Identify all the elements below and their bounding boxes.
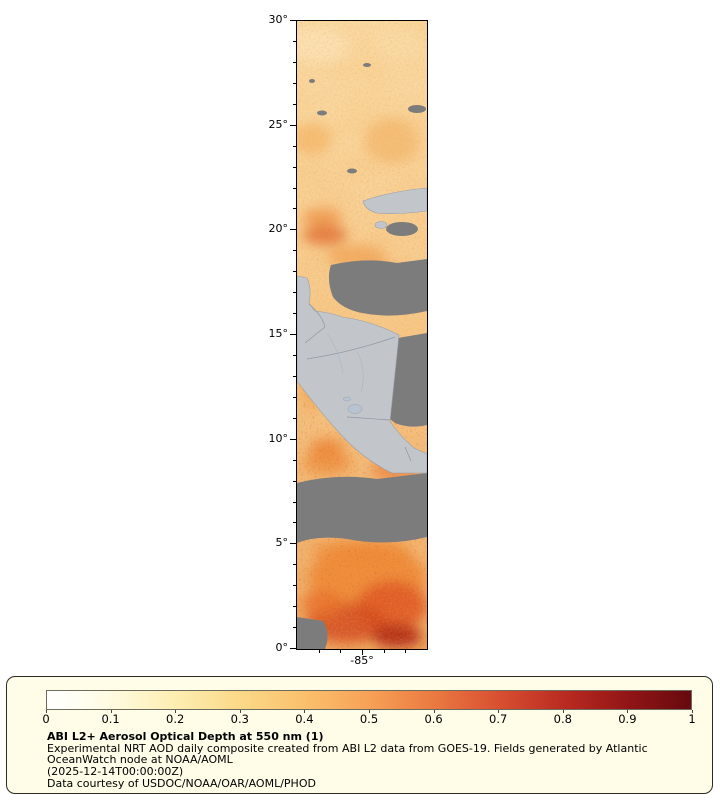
x-axis-label: -85° bbox=[350, 654, 374, 667]
y-minor-tick bbox=[293, 187, 296, 189]
legend-timestamp: (2025-12-14T00:00:00Z) bbox=[47, 765, 184, 779]
y-minor-tick bbox=[293, 82, 296, 84]
colorbar-area: 0 0.1 0.2 0.3 0.4 0.5 0.6 0.7 0.8 0.9 1 bbox=[42, 690, 696, 728]
colorbar-tick-mark bbox=[46, 710, 47, 713]
colorbar-tick-mark bbox=[433, 710, 435, 713]
colorbar-tick-mark bbox=[498, 710, 500, 713]
y-minor-tick bbox=[293, 166, 296, 168]
y-axis-label: 15° bbox=[268, 327, 289, 340]
y-minor-tick bbox=[293, 208, 296, 210]
y-major-tick bbox=[290, 648, 296, 649]
y-axis-label: 25° bbox=[268, 117, 289, 131]
colorbar-tick-label: 0.1 bbox=[101, 712, 120, 726]
y-minor-tick bbox=[293, 271, 296, 273]
legend-text: ABI L2+ Aerosol Optical Depth at 550 nm … bbox=[47, 731, 648, 790]
land-island bbox=[374, 221, 388, 229]
x-major-tick bbox=[362, 650, 363, 655]
y-minor-tick bbox=[293, 103, 296, 105]
y-minor-tick bbox=[293, 396, 296, 398]
x-minor-tick bbox=[405, 650, 407, 653]
colorbar-tick-label: 0.5 bbox=[359, 712, 379, 726]
y-minor-tick bbox=[293, 627, 296, 629]
colorbar-tick-mark bbox=[175, 710, 177, 713]
colorbar-tick-mark bbox=[692, 710, 693, 713]
lakes bbox=[343, 396, 363, 414]
x-minor-tick bbox=[383, 650, 385, 653]
y-major-tick bbox=[290, 334, 296, 335]
colorbar-tick-mark bbox=[369, 710, 370, 713]
y-major-tick bbox=[290, 124, 296, 126]
y-major-tick bbox=[290, 438, 296, 440]
colorbar-tick-mark bbox=[627, 710, 629, 713]
colorbar-tick-label: 0 bbox=[42, 712, 50, 726]
map-canvas bbox=[296, 20, 428, 650]
colorbar-tick-label: 0.4 bbox=[295, 712, 314, 726]
legend-description-line1: Experimental NRT AOD daily composite cre… bbox=[47, 741, 648, 755]
y-minor-tick bbox=[293, 145, 296, 147]
legend-description-line2: OceanWatch node at NOAA/AOML bbox=[47, 753, 233, 767]
y-axis-label: 20° bbox=[268, 222, 289, 236]
x-minor-tick bbox=[340, 650, 342, 653]
y-major-tick bbox=[290, 20, 296, 21]
y-axis-label: 30° bbox=[268, 13, 289, 26]
colorbar-tick-mark bbox=[562, 710, 564, 713]
y-minor-tick bbox=[293, 313, 296, 315]
land-cuba bbox=[362, 187, 427, 214]
y-minor-tick bbox=[293, 606, 296, 608]
colorbar-tick-label: 0.8 bbox=[553, 712, 572, 726]
y-axis-label: 0° bbox=[275, 641, 289, 654]
legend-title: ABI L2+ Aerosol Optical Depth at 550 nm … bbox=[47, 730, 324, 743]
y-minor-tick bbox=[293, 522, 296, 524]
y-major-tick bbox=[290, 229, 296, 231]
y-minor-tick bbox=[293, 292, 296, 294]
colorbar-tick-mark bbox=[239, 710, 241, 713]
y-minor-tick bbox=[293, 459, 296, 461]
y-minor-tick bbox=[293, 585, 296, 587]
colorbar-tick-label: 0.7 bbox=[489, 712, 508, 726]
y-minor-tick bbox=[293, 250, 296, 252]
y-minor-tick bbox=[293, 375, 296, 377]
colorbar-ticks: 0 0.1 0.2 0.3 0.4 0.5 0.6 0.7 0.8 0.9 1 bbox=[42, 710, 696, 728]
colorbar-tick-label: 0.2 bbox=[166, 712, 185, 726]
country-borders bbox=[304, 303, 412, 462]
colorbar-tick-label: 0.6 bbox=[424, 712, 443, 726]
rivers bbox=[326, 332, 364, 394]
y-minor-tick bbox=[293, 61, 296, 63]
colorbar-tick-mark bbox=[110, 710, 112, 713]
y-minor-tick bbox=[293, 480, 296, 482]
x-minor-tick bbox=[318, 650, 320, 653]
y-minor-tick bbox=[293, 354, 296, 356]
y-minor-tick bbox=[293, 40, 296, 42]
missing-data-layer bbox=[297, 63, 427, 649]
y-major-tick bbox=[290, 543, 296, 545]
map-graphic bbox=[297, 21, 427, 649]
y-minor-tick bbox=[293, 501, 296, 503]
y-axis-label: 10° bbox=[268, 431, 289, 445]
colorbar-tick-label: 0.3 bbox=[230, 712, 249, 726]
legend-box: 0 0.1 0.2 0.3 0.4 0.5 0.6 0.7 0.8 0.9 1 ABI L2+ Ae… bbox=[6, 676, 713, 794]
colorbar-tick-label: 0.9 bbox=[618, 712, 637, 726]
legend-credit: Data courtesy of USDOC/NOAA/OAR/AOML/PHO… bbox=[47, 776, 316, 790]
y-axis-label: 5° bbox=[275, 536, 289, 550]
y-minor-tick bbox=[293, 417, 296, 419]
y-minor-tick bbox=[293, 564, 296, 566]
colorbar-tick-mark bbox=[304, 710, 306, 713]
colorbar-tick-label: 1 bbox=[688, 712, 696, 726]
colorbar bbox=[46, 690, 692, 710]
